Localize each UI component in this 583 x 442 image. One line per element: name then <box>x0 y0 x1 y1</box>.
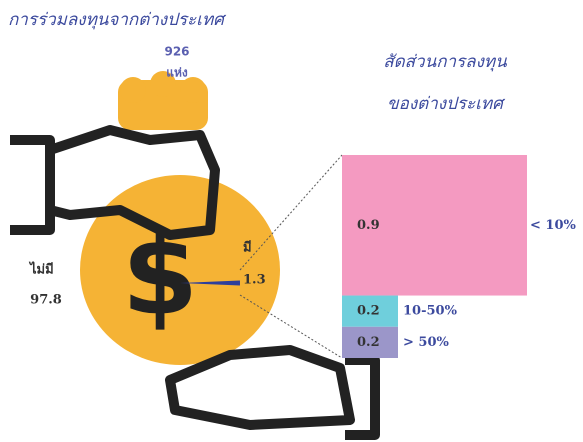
bar-title: ของต่างประเทศ <box>387 94 506 114</box>
hand-top <box>10 125 220 240</box>
slice-value: 1.3 <box>243 273 266 288</box>
legend-label: > 50% <box>403 335 450 350</box>
bar-segment <box>342 295 398 327</box>
bar-title: สัดส่วนการลงทุน <box>383 52 507 72</box>
chart-title: การร่วมลงทุนจากต่างประเทศ <box>8 10 227 30</box>
legend-label: < 10% <box>530 218 577 233</box>
connector <box>239 154 343 271</box>
slice-value: 97.8 <box>30 293 62 308</box>
slice-label: มี <box>243 240 252 256</box>
total-unit: แห่ง <box>166 66 188 80</box>
bar-segment <box>342 326 398 358</box>
pie-slice <box>180 280 240 286</box>
slice-label: ไม่มี <box>28 261 54 278</box>
legend-label: 10-50% <box>403 304 458 319</box>
money-bag: $ <box>80 71 280 365</box>
bar-value: 0.9 <box>357 218 380 233</box>
bar-segment <box>342 155 527 296</box>
bar-value: 0.2 <box>357 304 380 319</box>
hand-bottom <box>165 345 380 440</box>
total: 926 <box>164 45 189 59</box>
bar-value: 0.2 <box>357 335 380 350</box>
